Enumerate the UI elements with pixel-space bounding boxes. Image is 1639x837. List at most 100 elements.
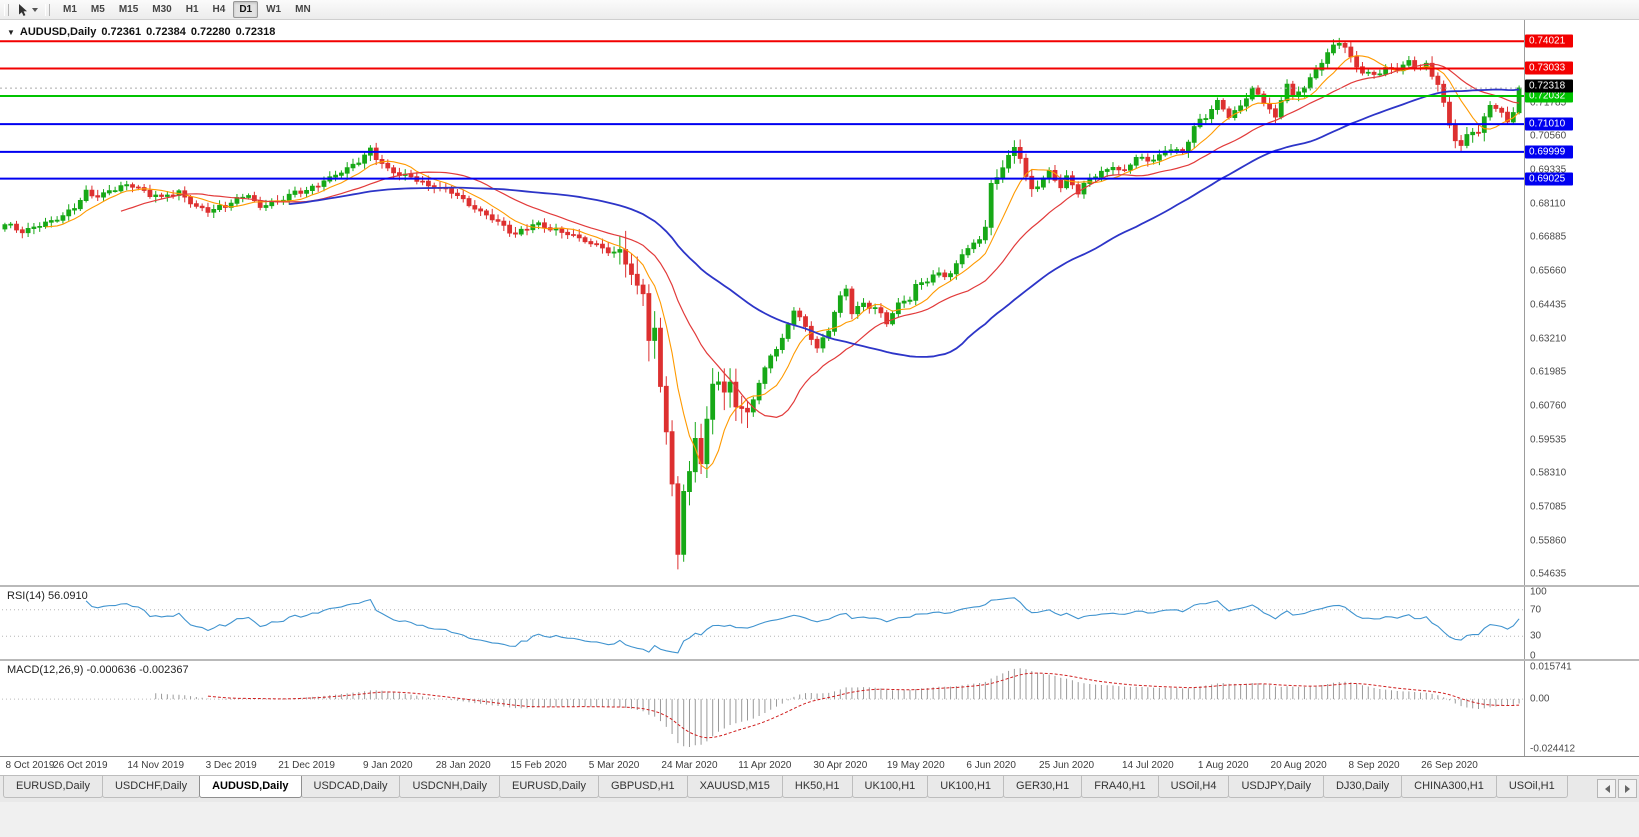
tabs-scroll-right-button[interactable] [1618, 779, 1637, 798]
chart-tab-8-hk50-h1[interactable]: HK50,H1 [781, 776, 853, 798]
chart-tab-10-uk100-h1[interactable]: UK100,H1 [927, 776, 1005, 798]
rsi-axis: 100 70 30 0 [0, 587, 1639, 659]
chart-tab-7-xauusd-m15[interactable]: XAUUSD,M15 [686, 776, 783, 798]
current-price-label: 0.72318 [1525, 79, 1573, 93]
time-axis-label: 8 Sep 2020 [1348, 760, 1400, 771]
ma-50-line[interactable] [289, 88, 1520, 358]
timeframe-button-m30[interactable]: M30 [152, 4, 172, 15]
hline-price-label: 0.69999 [1525, 145, 1573, 159]
chart-tab-13-usoil-h4[interactable]: USOil,H4 [1157, 776, 1230, 798]
time-axis-label: 9 Jan 2020 [363, 760, 413, 771]
time-axis-label: 14 Jul 2020 [1121, 760, 1174, 771]
chart-symbol: AUDUSD,Daily [19, 26, 97, 38]
chevron-down-icon [32, 8, 38, 15]
pane-splitter[interactable] [0, 659, 1639, 661]
time-axis-label: 24 Mar 2020 [661, 760, 718, 771]
chart-tab-15-dj30-daily[interactable]: DJ30,Daily [1322, 776, 1403, 798]
time-axis-label: 19 May 2020 [886, 760, 945, 771]
price-tick: 0.65660 [1530, 265, 1567, 277]
time-axis-label: 14 Nov 2019 [127, 760, 185, 771]
rsi-pane[interactable]: RSI(14) 56.0910 100 70 30 0 [0, 587, 1639, 659]
price-tick: 0.69335 [1530, 164, 1567, 176]
chart-tab-6-gbpusd-h1[interactable]: GBPUSD,H1 [598, 776, 688, 798]
chart-tab-9-uk100-h1[interactable]: UK100,H1 [851, 776, 929, 798]
time-axis-label: 8 Oct 2019 [5, 760, 55, 771]
rsi-axis-tick: 100 [1530, 587, 1547, 598]
cursor-icon [19, 3, 27, 16]
time-axis-label: 28 Jan 2020 [435, 760, 491, 771]
timeframe-button-m5[interactable]: M5 [90, 4, 105, 15]
pane-splitter[interactable] [0, 585, 1639, 587]
price-tick: 0.63210 [1530, 333, 1567, 345]
timeframe-buttons-group: M1 M5 M15 M30 H1 H4 D1 W1 MN [56, 1, 318, 18]
timeframe-button-m1[interactable]: M1 [63, 4, 77, 15]
chart-tab-11-ger30-h1[interactable]: GER30,H1 [1003, 776, 1083, 798]
time-axis-label: 21 Dec 2019 [278, 760, 335, 771]
price-tick: 0.71785 [1530, 97, 1567, 109]
toolbar-grip [45, 3, 50, 16]
time-axis-label: 15 Feb 2020 [510, 760, 567, 771]
chart-title: ▼ AUDUSD,Daily 0.72361 0.72384 0.72280 0… [7, 26, 280, 38]
price-tick: 0.70560 [1530, 130, 1567, 142]
price-axis: 0.71785 0.70560 0.69335 0.68110 0.66885 0.656… [0, 19, 1639, 585]
triangle-left-icon [1601, 784, 1610, 793]
timeframe-button-h1[interactable]: H1 [185, 4, 199, 15]
ohlc-open: 0.72361 [101, 26, 142, 38]
ohlc-high: 0.72384 [146, 26, 186, 38]
rsi-axis-tick: 70 [1530, 604, 1542, 616]
time-axis-label: 26 Oct 2019 [53, 760, 108, 771]
timeframe-button-m15[interactable]: M15 [118, 4, 139, 15]
price-tick: 0.64435 [1530, 299, 1567, 311]
macd-signal-line [207, 672, 1520, 739]
time-axis-label: 30 Apr 2020 [813, 760, 868, 771]
status-strip [0, 801, 1639, 837]
tabs-scroll-left-button[interactable] [1597, 779, 1616, 798]
hline-price-label: 0.72032 [1525, 89, 1573, 103]
ma-8-line[interactable] [45, 55, 1520, 471]
rsi-axis-tick: 30 [1530, 630, 1542, 642]
price-tick: 0.57085 [1530, 501, 1567, 513]
price-tick: 0.54635 [1530, 568, 1567, 580]
timeframe-button-h4[interactable]: H4 [212, 4, 226, 15]
chart-tab-4-usdcnh-daily[interactable]: USDCNH,Daily [399, 776, 501, 798]
rsi-axis-tick: 0 [1530, 650, 1536, 660]
timeframe-button-mn[interactable]: MN [295, 4, 311, 15]
price-tick: 0.55860 [1530, 535, 1567, 547]
chart-tab-12-fra40-h1[interactable]: FRA40,H1 [1081, 776, 1159, 798]
ma-21-line[interactable] [120, 63, 1520, 418]
macd-axis-tick: -0.024412 [1530, 743, 1576, 755]
chart-tab-3-usdcad-daily[interactable]: USDCAD,Daily [300, 776, 401, 798]
quick-trade-arrow-icon[interactable]: ▼ [7, 27, 15, 37]
time-axis-label: 6 Jun 2020 [966, 760, 1016, 771]
chart-tab-16-china300-h1[interactable]: CHINA300,H1 [1401, 776, 1497, 798]
time-axis-label: 5 Mar 2020 [588, 760, 640, 771]
toolbar-grip [4, 3, 9, 16]
macd-axis-tick: 0.015741 [1530, 661, 1572, 673]
hline-price-label: 0.73033 [1525, 61, 1573, 75]
price-tick: 0.58310 [1530, 467, 1567, 479]
macd-axis-tick: 0.00 [1530, 693, 1550, 705]
price-tick: 0.60760 [1530, 400, 1567, 412]
chart-tab-17-usoil-h1[interactable]: USOil,H1 [1495, 776, 1568, 798]
rsi-svg [2, 597, 1524, 654]
time-axis-label: 20 Aug 2020 [1270, 760, 1327, 771]
chart-tab-1-usdchf-daily[interactable]: USDCHF,Daily [101, 776, 201, 798]
price-chart-pane[interactable]: ▼ AUDUSD,Daily 0.72361 0.72384 0.72280 0… [0, 19, 1639, 585]
triangle-right-icon [1624, 784, 1634, 793]
macd-label: MACD(12,26,9) -0.000636 -0.002367 [7, 664, 189, 676]
price-chart-svg [0, 37, 1524, 570]
macd-pane[interactable]: MACD(12,26,9) -0.000636 -0.002367 0.0157… [0, 661, 1639, 756]
timeframe-button-d1[interactable]: D1 [233, 1, 259, 18]
price-tick: 0.66885 [1530, 231, 1567, 243]
chart-tab-5-eurusd-daily[interactable]: EURUSD,Daily [499, 776, 599, 798]
price-tick: 0.61985 [1530, 366, 1567, 378]
ohlc-close: 0.72318 [235, 26, 276, 38]
chart-tab-2-audusd-daily[interactable]: AUDUSD,Daily [199, 776, 302, 798]
time-axis[interactable]: 8 Oct 2019 26 Oct 2019 14 Nov 2019 3 Dec 20… [0, 756, 1639, 776]
chart-cursor-tool-button[interactable] [13, 1, 41, 18]
chart-tab-0-eurusd-daily[interactable]: EURUSD,Daily [3, 776, 103, 798]
timeframe-button-w1[interactable]: W1 [266, 4, 282, 15]
chart-tab-14-usdjpy-daily[interactable]: USDJPY,Daily [1228, 776, 1324, 798]
tab-scroll-arrows [1595, 779, 1637, 798]
